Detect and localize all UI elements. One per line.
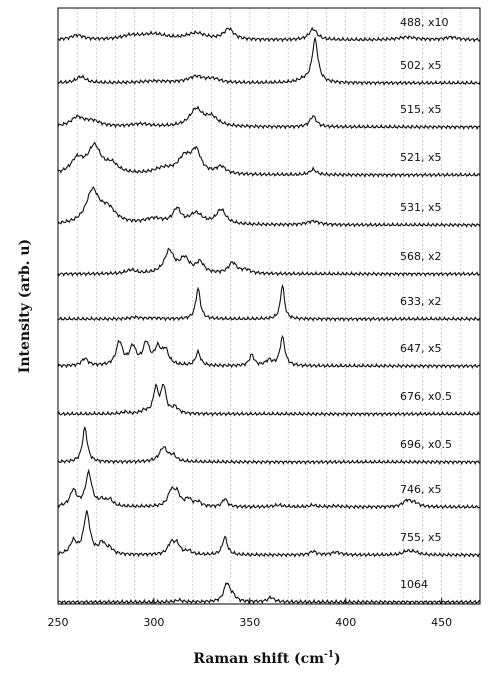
x-axis-ticks: 250 300 350 400 450: [48, 598, 452, 629]
y-axis-title: Intensity (arb. u): [17, 239, 33, 373]
x-axis-title-superscript: -1: [324, 650, 334, 660]
x-tick-label-300: 300: [143, 616, 164, 629]
x-axis-title-suffix: ): [334, 651, 341, 667]
trace-label-521-x5: 521, x5: [400, 151, 442, 164]
trace-label-755-x5: 755, x5: [400, 531, 442, 544]
trace-515-x5: [57, 105, 481, 131]
x-tick-label-450: 450: [431, 616, 452, 629]
trace-label-696-x0.5: 696, x0.5: [400, 438, 452, 451]
x-axis-title-main: Raman shift (cm: [193, 651, 324, 667]
trace-labels: 488, x10 502, x5 515, x5 521, x5 531, x5 568,…: [400, 16, 452, 591]
trace-633-x2: [57, 283, 481, 323]
trace-label-531-x5: 531, x5: [400, 201, 442, 214]
trace-label-502-x5: 502, x5: [400, 59, 442, 72]
vertical-gridlines: [76, 8, 462, 604]
trace-746-x5: [57, 468, 481, 510]
x-tick-label-250: 250: [48, 616, 69, 629]
spectra-traces: [57, 26, 481, 606]
trace-696-x0.5: [57, 425, 481, 466]
trace-label-746-x5: 746, x5: [400, 483, 442, 496]
trace-label-633-x2: 633, x2: [400, 295, 442, 308]
trace-label-515-x5: 515, x5: [400, 103, 442, 116]
trace-label-1064: 1064: [400, 578, 428, 591]
x-axis-title: Raman shift (cm-1): [193, 650, 340, 667]
x-tick-label-350: 350: [239, 616, 260, 629]
trace-488-x10: [57, 26, 481, 43]
plot-frame: [57, 7, 481, 605]
trace-label-488-x10: 488, x10: [400, 16, 449, 29]
trace-502-x5: [57, 37, 481, 86]
trace-521-x5: [57, 141, 481, 179]
trace-label-568-x2: 568, x2: [400, 250, 442, 263]
x-tick-label-400: 400: [335, 616, 356, 629]
trace-label-676-x0.5: 676, x0.5: [400, 390, 452, 403]
trace-647-x5: [57, 334, 481, 370]
trace-label-647-x5: 647, x5: [400, 342, 442, 355]
trace-531-x5: [57, 186, 481, 228]
trace-568-x2: [57, 247, 480, 278]
trace-1064: [57, 582, 481, 606]
trace-755-x5: [57, 510, 481, 558]
trace-676-x0.5: [57, 383, 481, 418]
